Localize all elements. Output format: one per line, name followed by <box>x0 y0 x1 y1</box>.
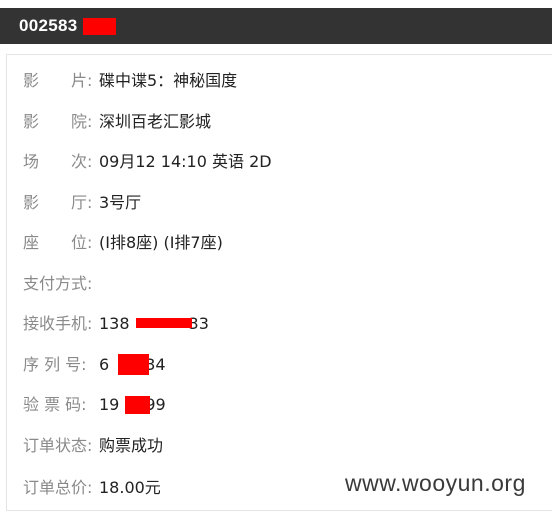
redaction-mark <box>136 318 192 328</box>
hall-value: 3号厅 <box>99 193 142 212</box>
movie-value: 碟中谍5：神秘国度 <box>99 71 238 90</box>
order-code: 002583 <box>19 16 78 35</box>
phone-value-tail: 33 <box>188 314 209 333</box>
field-label: 场 次: <box>23 152 93 171</box>
cinema-value: 深圳百老汇影城 <box>99 112 212 131</box>
phone-value: 138 <box>99 314 130 333</box>
field-row-payment: 支付方式: <box>23 271 99 297</box>
showtime-value: 09月12 14:10 英语 2D <box>99 152 272 171</box>
redaction-mark <box>118 354 149 375</box>
redaction-mark <box>125 396 150 414</box>
order-header: 002583 <box>0 8 552 44</box>
watermark: www.wooyun.org <box>345 470 526 496</box>
field-label: 座 位: <box>23 233 93 252</box>
serial-value-tail: 34 <box>145 355 166 374</box>
field-row-serial: 序 列 号: 6 34 <box>23 352 166 378</box>
redaction-mark <box>83 18 116 35</box>
field-row-total-price: 订单总价: 18.00元 <box>23 475 161 501</box>
field-label: 影 片: <box>23 71 93 90</box>
field-label: 接收手机: <box>23 314 93 333</box>
field-row-showtime: 场 次: 09月12 14:10 英语 2D <box>23 149 272 175</box>
field-row-hall: 影 厅: 3号厅 <box>23 190 141 216</box>
total-price-value: 18.00元 <box>99 478 161 497</box>
field-label: 序 列 号: <box>23 355 87 374</box>
field-row-verify-code: 验 票 码: 19 99 <box>23 392 166 418</box>
field-label: 订单总价: <box>23 478 93 497</box>
order-details-panel <box>6 54 552 511</box>
field-label: 支付方式: <box>23 274 93 293</box>
order-status-value: 购票成功 <box>99 436 164 455</box>
serial-value: 6 <box>99 355 110 374</box>
verify-code-value-tail: 99 <box>145 395 166 414</box>
verify-code-value: 19 <box>99 395 120 414</box>
seats-value: (I排8座) (I排7座) <box>99 233 223 252</box>
field-label: 验 票 码: <box>23 395 87 414</box>
field-row-order-status: 订单状态: 购票成功 <box>23 433 163 459</box>
field-row-phone: 接收手机: 138 33 <box>23 311 209 337</box>
field-row-seats: 座 位: (I排8座) (I排7座) <box>23 230 223 256</box>
field-row-movie: 影 片: 碟中谍5：神秘国度 <box>23 68 237 94</box>
field-label: 影 厅: <box>23 193 93 212</box>
field-label: 订单状态: <box>23 436 93 455</box>
field-row-cinema: 影 院: 深圳百老汇影城 <box>23 109 211 135</box>
field-label: 影 院: <box>23 112 93 131</box>
